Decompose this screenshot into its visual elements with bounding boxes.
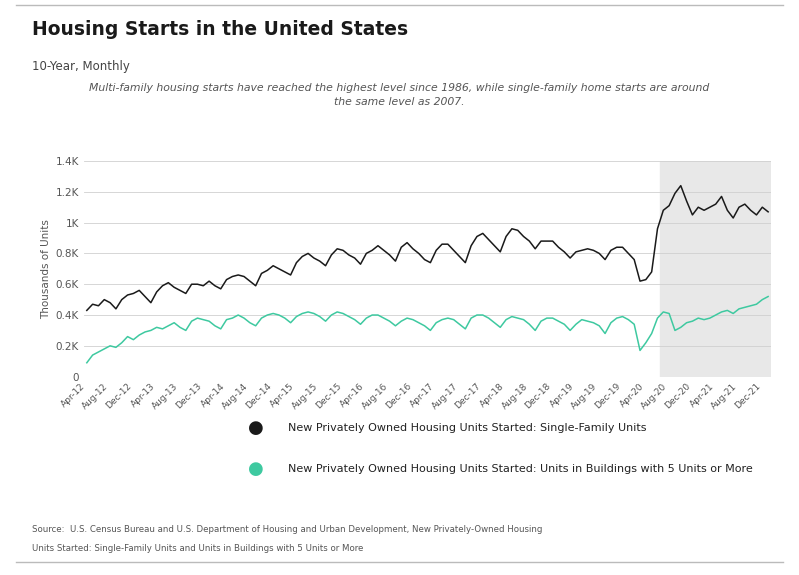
Text: Housing Starts in the United States: Housing Starts in the United States <box>32 20 408 39</box>
Y-axis label: Thousands of Units: Thousands of Units <box>42 219 51 319</box>
Bar <box>661 161 771 377</box>
Text: New Privately Owned Housing Units Started: Units in Buildings with 5 Units or Mo: New Privately Owned Housing Units Starte… <box>288 463 753 474</box>
Text: Source:  U.S. Census Bureau and U.S. Department of Housing and Urban Development: Source: U.S. Census Bureau and U.S. Depa… <box>32 524 543 534</box>
Text: ●: ● <box>248 459 264 478</box>
Text: New Privately Owned Housing Units Started: Single-Family Units: New Privately Owned Housing Units Starte… <box>288 423 646 434</box>
Text: Units Started: Single-Family Units and Units in Buildings with 5 Units or More: Units Started: Single-Family Units and U… <box>32 544 364 553</box>
Text: 10-Year, Monthly: 10-Year, Monthly <box>32 60 129 74</box>
Text: ●: ● <box>248 419 264 438</box>
Text: Multi-family housing starts have reached the highest level since 1986, while sin: Multi-family housing starts have reached… <box>89 83 710 108</box>
